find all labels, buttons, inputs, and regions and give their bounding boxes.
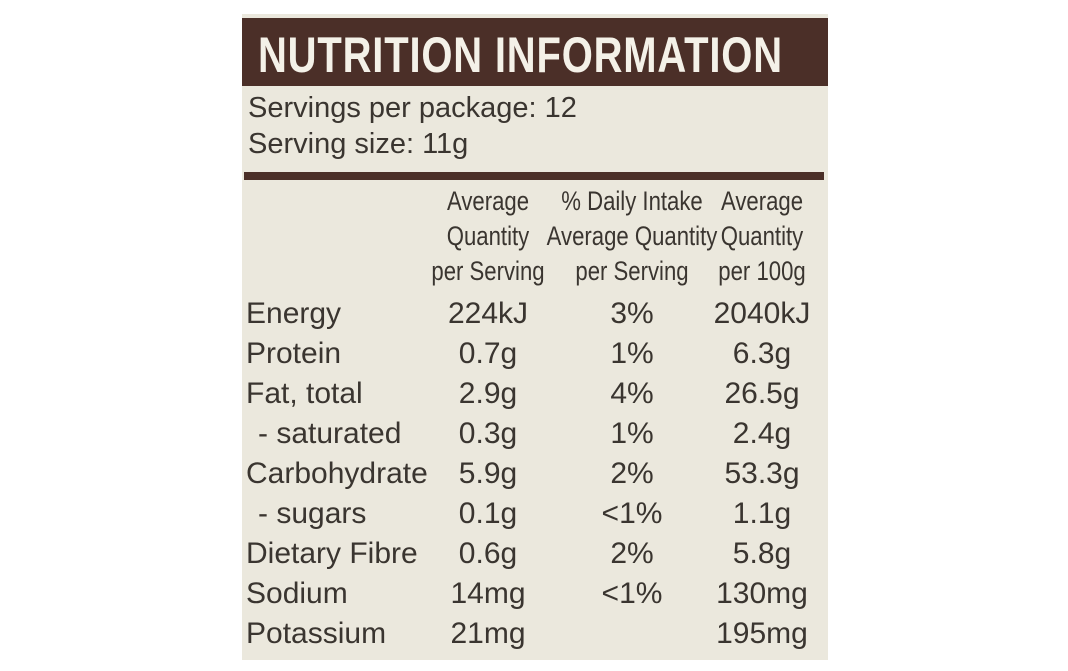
cell-value: 1% [610, 337, 654, 370]
cell-value: 224kJ [447, 297, 529, 330]
title-band: NUTRITION INFORMATION [242, 18, 828, 86]
title: NUTRITION INFORMATION [258, 27, 783, 83]
cell-value: 5.8g [732, 537, 792, 570]
serving-info: Servings per package: 12 [248, 92, 577, 124]
row-label: Potassium [246, 617, 387, 650]
row-label: - sugars [258, 497, 367, 530]
cell-value: 0.3g [458, 417, 518, 450]
cell-value: 5.9g [458, 457, 518, 490]
row-label: Protein [246, 337, 342, 370]
column-header: per Serving [431, 256, 545, 286]
cell-value: 3% [610, 297, 654, 330]
cell-value: 195mg [716, 617, 808, 650]
column-header: % Daily Intake [561, 186, 703, 216]
cell-value: 14mg [450, 577, 526, 610]
row-label: Carbohydrate [246, 457, 428, 490]
cell-value: 0.7g [458, 337, 518, 370]
cell-value: 26.5g [724, 377, 800, 410]
cell-value: <1% [601, 497, 663, 530]
column-header: per Serving [575, 256, 689, 286]
cell-value: 6.3g [732, 337, 792, 370]
cell-value: 0.6g [458, 537, 518, 570]
cell-value: 2% [610, 537, 654, 570]
cell-value: 2% [610, 457, 654, 490]
cell-value: 1% [610, 417, 654, 450]
cell-value: 0.1g [458, 497, 518, 530]
column-header: Quantity [446, 221, 530, 251]
cell-value: <1% [601, 577, 663, 610]
serving-info: Serving size: 11g [248, 128, 469, 160]
row-label: Sodium [246, 577, 348, 610]
column-header: Average Quantity [546, 221, 718, 251]
column-header: Quantity [720, 221, 804, 251]
row-label: - saturated [258, 417, 402, 450]
nutrition-panel: NUTRITION INFORMATION Servings per packa… [242, 14, 828, 660]
column-header: Average [446, 186, 530, 216]
cell-value: 4% [610, 377, 654, 410]
cell-value: 53.3g [724, 457, 800, 490]
row-label: Dietary Fibre [246, 537, 418, 570]
cell-value: 2.4g [732, 417, 792, 450]
column-header: per 100g [718, 256, 806, 286]
column-header: Average [720, 186, 804, 216]
cell-value: 130mg [716, 577, 808, 610]
cell-value: 1.1g [732, 497, 792, 530]
row-label: Fat, total [246, 377, 363, 410]
row-label: Energy [246, 297, 342, 330]
cell-value: 21mg [450, 617, 526, 650]
cell-value: 2040kJ [713, 297, 811, 330]
cell-value: 2.9g [458, 377, 518, 410]
divider [244, 172, 824, 180]
